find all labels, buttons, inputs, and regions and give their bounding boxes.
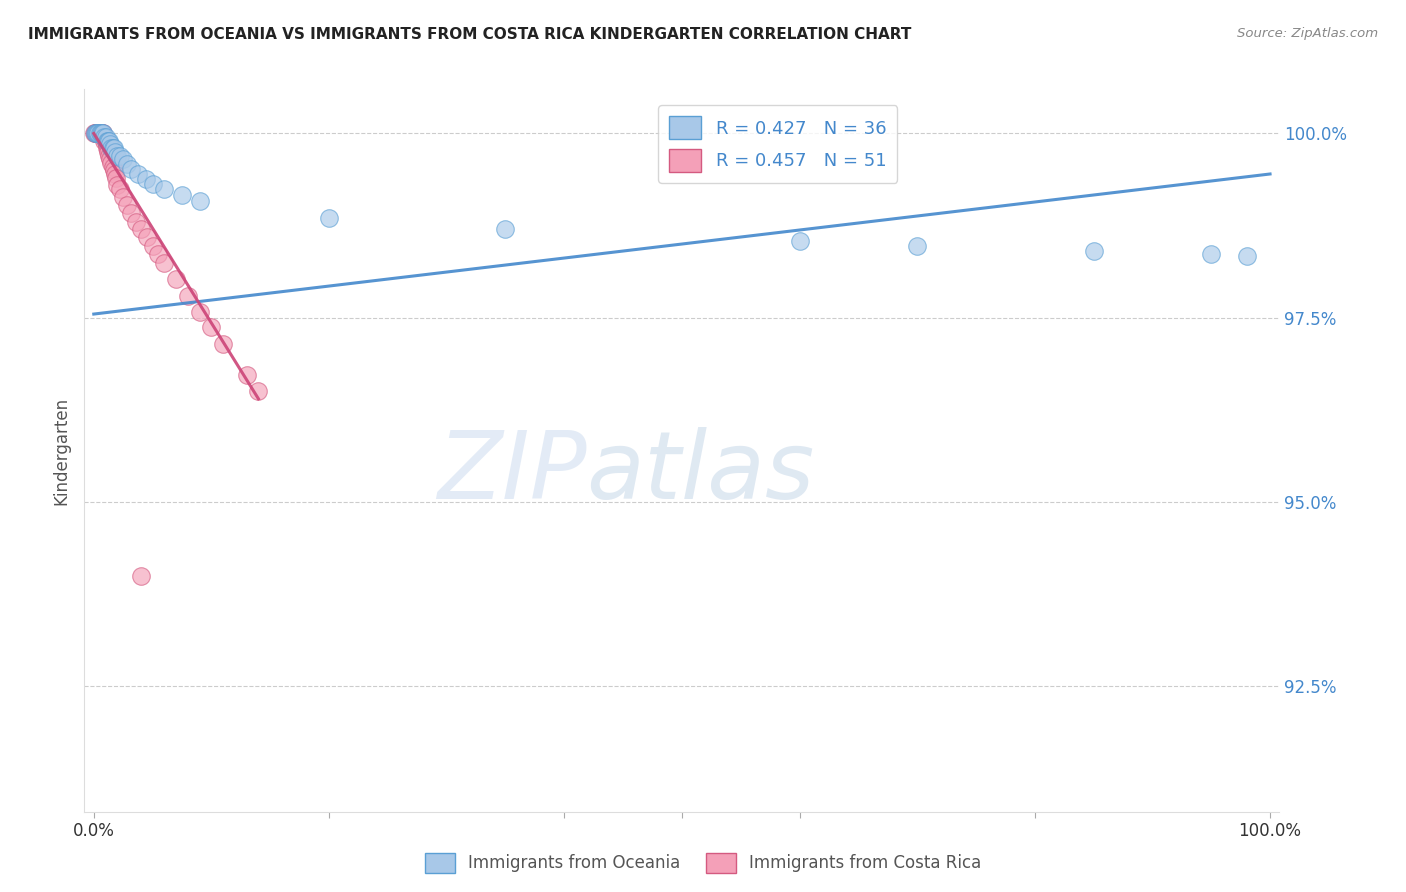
Point [87,127,110,141]
Point [127,167,149,181]
Point [153,182,176,196]
Point [1083,244,1105,259]
Point [86,127,108,141]
Point [142,177,165,191]
Point [1199,247,1222,261]
Point [129,222,152,236]
Point [94,134,117,148]
Point [91,127,114,141]
Point [112,153,135,167]
Point [142,238,165,252]
Point [105,170,128,185]
Point [84,127,107,141]
Point [104,145,127,159]
Point [86,127,108,141]
Legend: Immigrants from Oceania, Immigrants from Costa Rica: Immigrants from Oceania, Immigrants from… [418,847,988,880]
Point [89,127,111,141]
Point [165,272,187,286]
Point [84,127,107,141]
Point [90,127,112,141]
Point [104,167,127,181]
Point [153,256,176,270]
Point [84,127,107,141]
Point [98,134,121,148]
Point [97,145,120,159]
Point [100,156,122,170]
Y-axis label: Kindergarten: Kindergarten [52,396,70,505]
Point [103,141,125,155]
Point [135,229,157,244]
Point [93,130,115,145]
Text: atlas: atlas [586,426,814,517]
Point [1236,249,1258,263]
Point [96,141,118,155]
Point [101,141,124,155]
Point [112,190,135,204]
Point [188,194,211,209]
Point [129,569,152,583]
Text: ZIP: ZIP [437,426,586,517]
Point [93,130,115,145]
Text: IMMIGRANTS FROM OCEANIA VS IMMIGRANTS FROM COSTA RICA KINDERGARTEN CORRELATION C: IMMIGRANTS FROM OCEANIA VS IMMIGRANTS FR… [28,27,911,42]
Point [89,127,111,141]
Point [91,130,114,145]
Point [247,384,270,399]
Point [235,368,257,382]
Point [96,137,118,152]
Point [318,211,340,226]
Point [84,127,107,141]
Point [84,127,107,141]
Point [115,157,138,171]
Point [94,134,117,148]
Point [90,127,112,141]
Point [94,130,117,145]
Point [91,127,114,141]
Point [86,127,108,141]
Point [212,336,235,351]
Point [108,182,131,196]
Point [96,134,118,148]
Point [135,172,157,186]
Point [90,127,112,141]
Point [91,127,114,141]
Point [495,222,517,236]
Point [108,148,131,162]
Point [98,153,121,167]
Point [91,127,114,141]
Point [148,247,170,261]
Point [83,127,105,141]
Legend: R = 0.427   N = 36, R = 0.457   N = 51: R = 0.427 N = 36, R = 0.457 N = 51 [658,105,897,183]
Text: Source: ZipAtlas.com: Source: ZipAtlas.com [1237,27,1378,40]
Point [87,127,110,141]
Point [789,234,811,248]
Point [97,134,120,148]
Point [120,206,142,220]
Point [84,127,107,141]
Point [91,127,114,141]
Point [125,215,148,229]
Point [200,320,222,334]
Point [98,137,121,152]
Point [177,288,200,302]
Point [115,198,138,212]
Point [97,141,120,155]
Point [101,160,124,174]
Point [100,141,122,155]
Point [93,134,115,148]
Point [188,305,211,319]
Point [120,161,142,176]
Point [905,239,928,253]
Point [103,163,125,178]
Point [170,188,193,202]
Point [87,127,110,141]
Point [98,148,121,162]
Point [105,148,128,162]
Point [89,127,111,141]
Point [105,178,128,192]
